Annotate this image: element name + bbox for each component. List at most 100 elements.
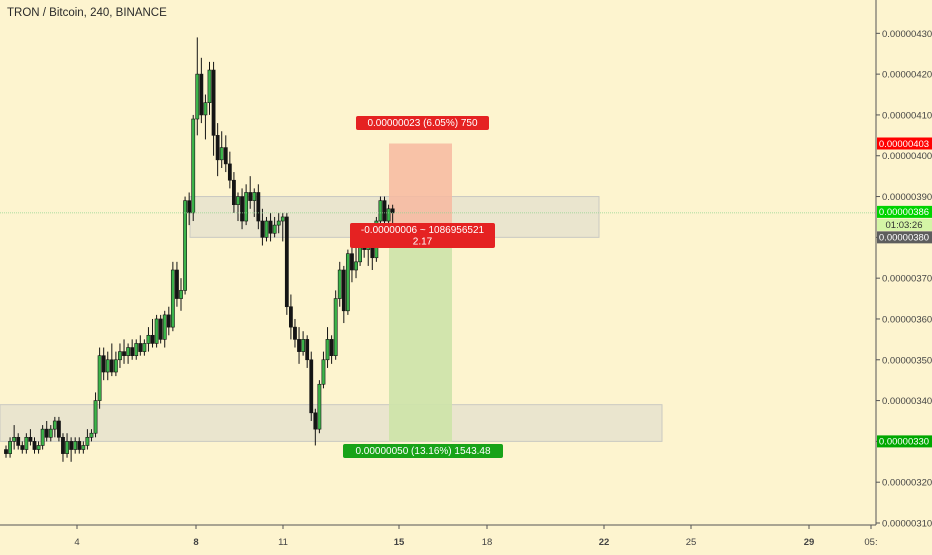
y-tick-label: 0.00000430 [882, 29, 932, 40]
stop-label-box[interactable] [356, 116, 489, 130]
candle-body [183, 200, 187, 291]
candle-body [113, 359, 118, 373]
target-label-box[interactable] [343, 444, 503, 458]
candle-body [321, 359, 326, 385]
candle-body [52, 420, 57, 430]
countdown-label-box [877, 218, 932, 231]
candle-body [354, 261, 358, 271]
candle-body [142, 343, 147, 352]
x-tick-label: 05: [864, 537, 877, 548]
candle-body [337, 269, 342, 299]
y-tick-label: 0.00000310 [882, 519, 932, 530]
candle-body [179, 290, 183, 299]
candle-body [227, 163, 232, 181]
x-tick-label: 15 [394, 537, 405, 548]
candle-body [240, 196, 244, 222]
candle-body [223, 147, 228, 165]
candle-body [16, 437, 21, 446]
current-price-label-box [877, 205, 932, 218]
candle-body [126, 347, 131, 356]
candle-body [101, 355, 106, 373]
candle-body [134, 343, 139, 356]
candle-body [138, 343, 143, 352]
candle-body [77, 441, 82, 450]
candle-body [61, 437, 65, 454]
y-tick-label: 0.00000370 [882, 274, 932, 285]
candle-body [97, 355, 102, 401]
candle-body [81, 445, 86, 450]
candle-body [4, 449, 8, 454]
y-tick-label: 0.00000350 [882, 355, 932, 366]
candle-body [73, 441, 78, 450]
y-tick-label: 0.00000420 [882, 70, 932, 81]
candle-body [284, 216, 289, 308]
candle-body [203, 102, 208, 116]
x-tick-label: 11 [278, 537, 288, 548]
candle-body [28, 437, 33, 442]
candle-body [313, 412, 318, 430]
candle-body [232, 179, 236, 206]
entry-label-text: -0.00000006 ~ 1086956521 [361, 225, 485, 236]
candle-body [93, 400, 98, 434]
candle-body [130, 347, 135, 356]
candle-body [166, 314, 171, 328]
candle-body [252, 192, 257, 201]
y-tick-label: 0.00000340 [882, 396, 932, 407]
candle-body [386, 208, 391, 222]
countdown-label: 01:03:26 [886, 220, 923, 231]
candle-body [264, 220, 269, 238]
candle-body [150, 334, 155, 344]
candle-body [24, 437, 29, 450]
candle-body [146, 334, 151, 344]
candle-body [219, 147, 224, 161]
target-level-label: 0.00000330 [879, 437, 929, 448]
candle-body [333, 298, 338, 356]
candle-body [272, 224, 277, 234]
candle-body [85, 437, 90, 446]
target-level-label-box [877, 435, 932, 448]
x-tick-label: 22 [599, 537, 610, 548]
support-zone[interactable] [0, 404, 663, 442]
candle-body [305, 339, 310, 361]
candle-body [44, 428, 49, 438]
candle-body [244, 192, 249, 222]
x-tick-label: 18 [482, 537, 493, 548]
candle-body [89, 432, 94, 438]
candle-body [329, 339, 334, 356]
y-tick-label: 0.00000400 [882, 151, 932, 162]
candle-body [36, 445, 41, 450]
target-label-text: 0.00000050 (13.16%) 1543.48 [355, 446, 491, 457]
candle-body [20, 445, 25, 450]
entry-level-label-box [877, 231, 932, 244]
candle-body [158, 318, 163, 340]
candle-body [256, 192, 261, 222]
entry-label-box[interactable] [350, 223, 495, 248]
candle-body [40, 428, 45, 446]
candle-body [215, 135, 220, 161]
stop-level-label-box [877, 137, 932, 150]
candle-body [350, 253, 354, 271]
candle-body [293, 326, 297, 340]
candle-body [325, 339, 330, 361]
candle-body [69, 441, 74, 450]
x-tick-label: 8 [193, 537, 198, 548]
y-tick-label: 0.00000360 [882, 314, 932, 325]
candle-body [248, 192, 253, 201]
candle-body [48, 428, 53, 438]
x-tick-label: 25 [686, 537, 697, 548]
candle-body [276, 220, 281, 226]
candle-body [170, 269, 175, 328]
y-tick-label: 0.00000390 [882, 192, 932, 203]
candle-body [187, 200, 192, 214]
risk-box[interactable] [389, 143, 452, 238]
candle-body [57, 420, 61, 438]
candle-body [154, 318, 159, 344]
position-layer [389, 143, 452, 442]
candle-body [301, 339, 306, 352]
candle-body [345, 253, 350, 312]
reward-box[interactable] [389, 237, 452, 442]
candle-body [199, 73, 204, 116]
